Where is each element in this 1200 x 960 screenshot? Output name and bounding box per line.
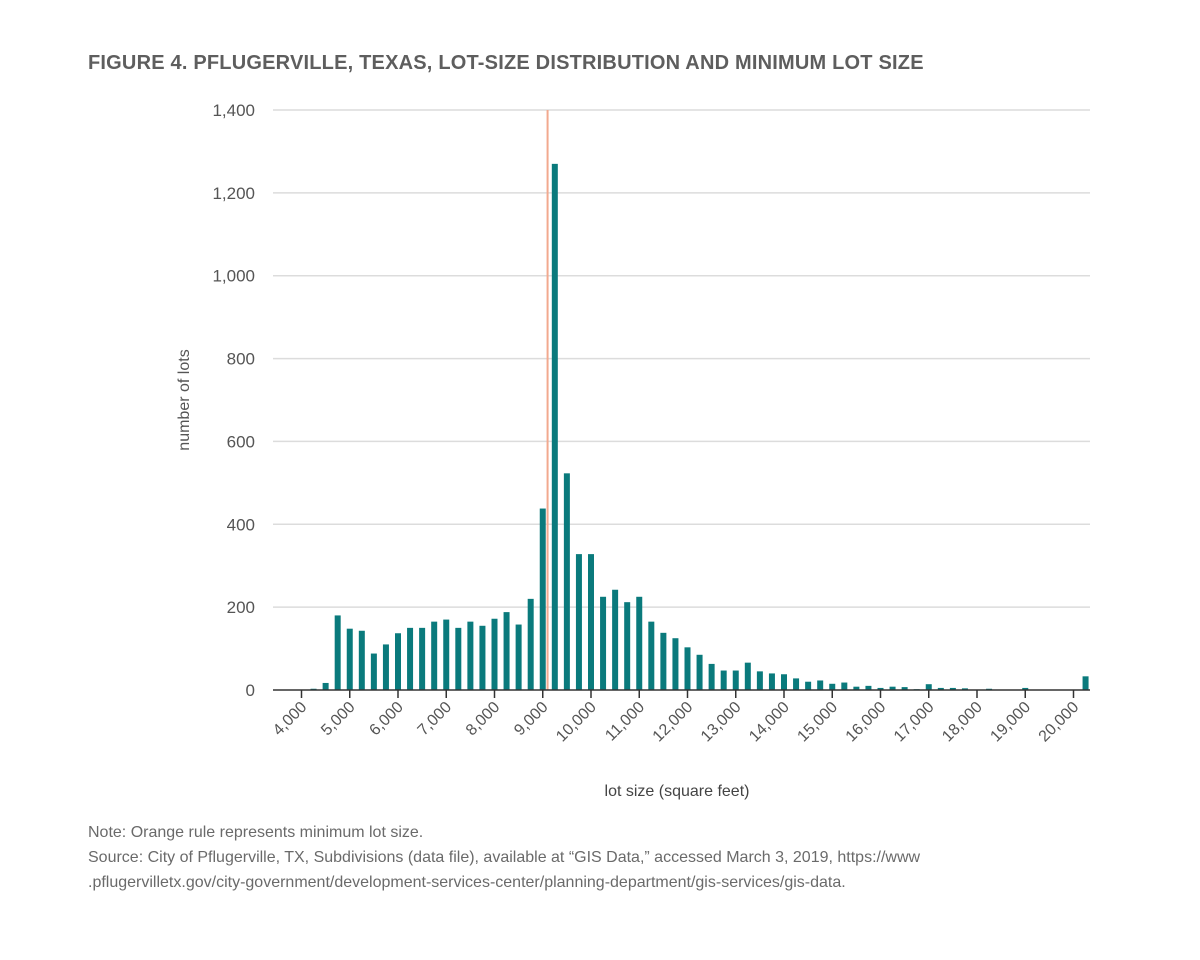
histogram-bar — [720, 670, 727, 690]
x-tick-label: 13,000 — [698, 699, 745, 746]
x-tick-label: 12,000 — [650, 699, 697, 746]
histogram-bar — [636, 596, 643, 690]
histogram-bar — [382, 644, 389, 690]
histogram-bar — [817, 680, 824, 690]
histogram-bar — [1082, 676, 1089, 690]
histogram-bar — [419, 627, 426, 690]
histogram-bar — [334, 615, 341, 690]
x-tick-label: 19,000 — [987, 699, 1034, 746]
histogram-bar — [503, 612, 510, 690]
histogram-bar — [684, 647, 691, 690]
x-tick-label: 18,000 — [939, 699, 986, 746]
x-tick-label: 14,000 — [746, 699, 793, 746]
histogram-bar — [588, 554, 594, 690]
histogram-bar — [527, 598, 534, 690]
histogram-bar — [853, 686, 860, 690]
histogram-bar — [443, 619, 450, 690]
histogram-bar — [491, 618, 498, 690]
histogram-bar — [1022, 687, 1029, 690]
histogram-bar — [805, 681, 812, 690]
y-tick-label: 1,000 — [212, 267, 255, 286]
x-tick-label: 20,000 — [1036, 699, 1083, 746]
histogram-bar — [925, 684, 932, 690]
histogram-bar — [744, 662, 751, 690]
histogram-bar — [575, 554, 582, 690]
x-tick-label: 16,000 — [843, 699, 890, 746]
histogram-bar — [937, 687, 944, 690]
histogram-bar — [479, 625, 486, 690]
histogram-bar — [696, 654, 703, 690]
x-tick-label: 10,000 — [553, 699, 600, 746]
histogram-bar — [539, 508, 546, 690]
histogram-bar — [563, 473, 570, 690]
histogram-bar — [346, 628, 353, 690]
x-tick-label: 5,000 — [318, 699, 358, 739]
histogram-bar — [865, 685, 872, 690]
histogram-bar — [732, 670, 739, 690]
y-tick-label: 1,400 — [212, 101, 255, 120]
y-tick-label: 0 — [246, 681, 255, 700]
histogram-bar — [793, 678, 800, 690]
histogram-bar — [841, 682, 848, 690]
histogram-bar — [708, 663, 715, 690]
x-tick-label: 7,000 — [415, 699, 455, 739]
histogram-bar — [756, 671, 763, 690]
histogram-bar — [961, 688, 968, 690]
x-tick-label: 4,000 — [270, 699, 310, 739]
y-tick-label: 400 — [227, 515, 255, 534]
histogram-bar — [660, 632, 667, 690]
histogram-bar — [648, 621, 655, 690]
histogram-bar — [612, 589, 619, 690]
histogram-bar — [431, 621, 438, 690]
y-tick-label: 800 — [227, 350, 255, 369]
histogram-bar — [768, 673, 775, 690]
source-text-line2: .pflugervilletx.gov/city-government/deve… — [88, 874, 846, 891]
x-axis-label: lot size (square feet) — [605, 783, 750, 800]
histogram-bar — [877, 687, 884, 690]
histogram-bar — [467, 621, 474, 690]
x-tick-label: 6,000 — [366, 699, 406, 739]
histogram-bar — [781, 674, 787, 690]
x-tick-label: 11,000 — [602, 699, 648, 745]
histogram-bar — [901, 687, 908, 690]
y-tick-label: 200 — [227, 598, 255, 617]
histogram-bar — [358, 630, 365, 690]
chart-title: FIGURE 4. PFLUGERVILLE, TEXAS, LOT-SIZE … — [88, 52, 924, 74]
histogram-bar — [322, 682, 329, 690]
x-tick-label: 9,000 — [511, 699, 551, 739]
x-tick-label: 17,000 — [891, 699, 938, 746]
x-tick-label: 8,000 — [463, 699, 503, 739]
histogram-bar — [407, 627, 414, 690]
histogram-bar — [370, 653, 377, 690]
y-tick-label: 1,200 — [212, 184, 255, 203]
y-tick-label: 600 — [227, 432, 255, 451]
histogram-bar — [551, 163, 558, 690]
histogram-bar — [455, 627, 462, 690]
histogram-bar — [395, 633, 401, 690]
histogram-bar — [889, 686, 896, 690]
note-text: Note: Orange rule represents minimum lot… — [88, 824, 424, 841]
histogram-bar — [600, 596, 607, 690]
source-text-line1: Source: City of Pflugerville, TX, Subdiv… — [88, 849, 921, 866]
histogram-bar — [829, 683, 836, 690]
y-axis-label: number of lots — [176, 349, 193, 450]
x-tick-label: 15,000 — [794, 699, 841, 746]
histogram-bar — [949, 687, 956, 690]
histogram-bar — [515, 624, 522, 690]
histogram-bar — [624, 602, 631, 690]
histogram-bar — [672, 638, 679, 690]
